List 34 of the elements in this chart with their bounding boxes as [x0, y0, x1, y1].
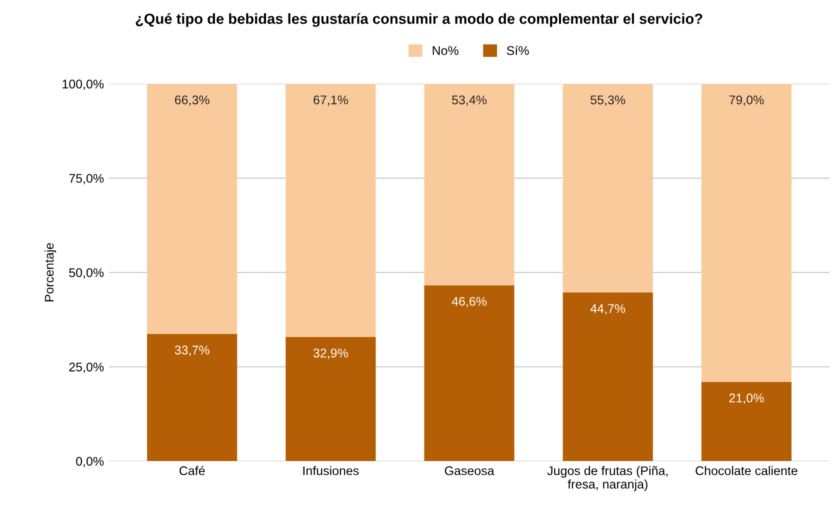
bar [147, 334, 238, 462]
data-label: 67,1% [314, 95, 348, 106]
data-label: 79,0% [729, 95, 764, 106]
y-axis-title: Porcentaje [44, 243, 56, 302]
x-tick-label: Chocolate caliente [696, 466, 798, 476]
bar [286, 336, 376, 462]
bar [147, 84, 238, 334]
y-tick-label: 25,0% [69, 362, 104, 373]
x-tick-label: Infusiones [303, 466, 359, 476]
x-tick-label: Gaseosa [444, 466, 494, 476]
data-label: 66,3% [175, 95, 210, 106]
y-tick-label: 75,0% [69, 174, 104, 184]
legend-label: Sí% [506, 46, 529, 56]
x-tick-label: Jugos de frutas (Piña, fresa, naranja) [547, 466, 668, 492]
bar [424, 84, 514, 286]
data-label: 53,4% [452, 95, 487, 106]
x-tick-label: Café [180, 466, 205, 476]
bar [562, 84, 653, 292]
data-label: 33,7% [174, 346, 210, 356]
bar [286, 84, 376, 337]
bar [562, 292, 653, 462]
y-tick-label: 50,0% [69, 268, 104, 279]
legend-label: No% [432, 46, 458, 56]
bar [701, 84, 792, 382]
data-label: 21,0% [729, 394, 764, 404]
data-label: 55,3% [590, 95, 626, 106]
y-tick-label: 0,0% [76, 456, 104, 468]
data-label: 32,9% [313, 348, 348, 359]
bar [424, 285, 514, 462]
y-tick-label: 100,0% [62, 80, 104, 90]
bar [701, 382, 792, 462]
chart-title: ¿Qué tipo de bebidas les gustaría consumir a modo de complementar el servicio? [136, 13, 702, 27]
data-label: 46,6% [452, 296, 487, 308]
data-label: 44,7% [590, 304, 626, 314]
